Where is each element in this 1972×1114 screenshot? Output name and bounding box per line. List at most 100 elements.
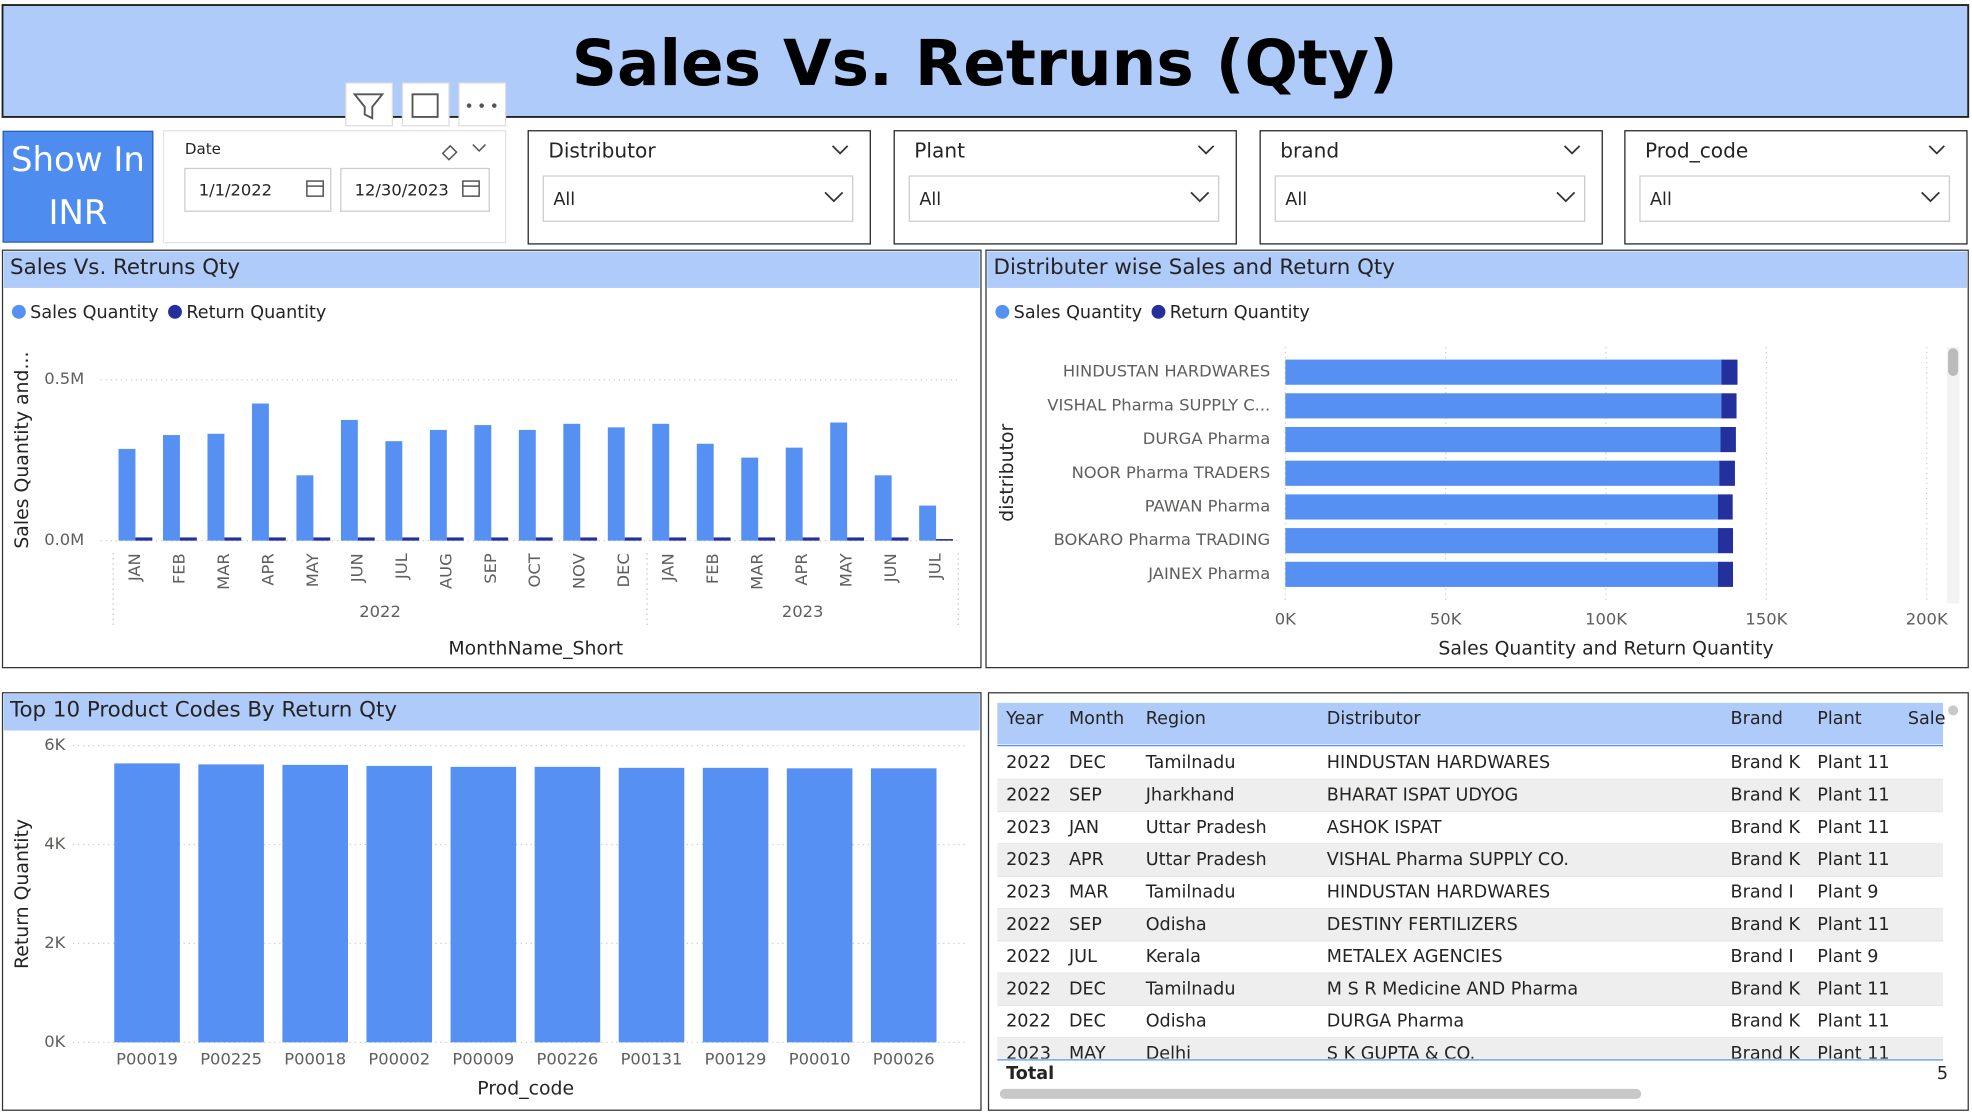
x-tick-label: MAY: [837, 553, 856, 587]
table-cell: Jharkhand: [1145, 786, 1235, 806]
dropdown-box[interactable]: [1639, 175, 1950, 222]
table-cell: Brand I: [1731, 947, 1794, 967]
x-tick-label: FEB: [703, 553, 722, 584]
bar: [563, 423, 581, 541]
row-band: [997, 973, 1944, 1006]
legend-label: Sales Quantity: [30, 303, 158, 323]
column-header[interactable]: Distributor: [1327, 709, 1422, 729]
column-header[interactable]: Brand: [1731, 709, 1783, 729]
table-cell: Brand K: [1731, 1044, 1801, 1064]
dropdown-box[interactable]: [542, 175, 854, 222]
table-cell: Plant 11: [1817, 818, 1889, 838]
y-axis-title: Return Quantity: [11, 819, 33, 969]
bar: [198, 764, 264, 1043]
y-tick-label: DURGA Pharma: [1143, 429, 1270, 448]
bar: [624, 537, 642, 541]
table-cell: DESTINY FERTILIZERS: [1327, 915, 1518, 935]
bar: [702, 767, 769, 1043]
y-tick-label: 0.5M: [44, 369, 84, 388]
table-cell: BHARAT ISPAT UDYOG: [1327, 786, 1518, 806]
chevron: [1197, 145, 1215, 155]
x-group-label: 2022: [359, 602, 401, 621]
bar: [874, 475, 892, 541]
x-tick-label: MAR: [214, 553, 233, 590]
table-cell: Kerala: [1146, 947, 1201, 967]
table-cell: 2023: [1006, 818, 1051, 838]
bar: [446, 537, 464, 541]
bar: [1285, 561, 1718, 587]
table-cell: Brand K: [1731, 1012, 1801, 1032]
scrollbar-thumb[interactable]: [1948, 348, 1959, 376]
date-label: Date: [185, 140, 221, 158]
chart-title: Distributer wise Sales and Return Qty: [994, 255, 1395, 280]
table-cell: DEC: [1069, 1012, 1106, 1032]
table-cell: Uttar Pradesh: [1146, 818, 1267, 838]
row-band: [997, 779, 1944, 812]
x-tick-label: P00002: [368, 1049, 430, 1068]
table-cell: Brand K: [1731, 850, 1801, 870]
table-cell: SEP: [1069, 786, 1102, 806]
bar: [114, 763, 180, 1043]
bar: [1717, 561, 1734, 587]
total-label: Total: [1006, 1064, 1054, 1084]
bar: [607, 427, 625, 541]
column-header[interactable]: Year: [1005, 709, 1044, 729]
bar: [534, 766, 601, 1043]
bar: [1717, 528, 1734, 554]
y-tick-label: 0K: [44, 1032, 66, 1051]
table-cell: MAY: [1069, 1044, 1106, 1064]
table-cell: Brand I: [1731, 882, 1794, 902]
dropdown-box[interactable]: [908, 175, 1220, 222]
slicer-title: brand: [1280, 139, 1339, 163]
table-cell: APR: [1069, 850, 1104, 870]
dropdown-value: All: [1285, 190, 1307, 210]
bar: [652, 423, 670, 541]
table-cell: DURGA Pharma: [1327, 1012, 1464, 1032]
show-in-inr-button[interactable]: Show In INR: [2, 130, 154, 243]
bar: [891, 537, 909, 541]
x-tick-label: 0K: [1275, 609, 1297, 628]
h-scrollbar[interactable]: [999, 1088, 1642, 1099]
x-tick-label: JAN: [659, 553, 678, 582]
row-band: [997, 1037, 1944, 1059]
column-header[interactable]: Plant: [1817, 709, 1861, 729]
table-header-bar: [997, 702, 1944, 745]
table-cell: 2023: [1006, 882, 1051, 902]
column-header[interactable]: Region: [1146, 709, 1206, 729]
dropdown-box[interactable]: [1274, 175, 1586, 222]
legend-label: Sales Quantity: [1014, 303, 1142, 323]
bar: [1285, 426, 1721, 453]
row-band: [997, 844, 1944, 877]
chart-title-bar: [987, 251, 1967, 288]
bar: [340, 419, 358, 541]
y-tick-label: VISHAL Pharma SUPPLY C...: [1047, 395, 1270, 414]
bar: [786, 768, 853, 1043]
table-cell: 2022: [1006, 915, 1051, 935]
v-scrollbar[interactable]: [1948, 705, 1959, 716]
column-header[interactable]: Month: [1069, 709, 1124, 729]
bar: [313, 537, 331, 541]
table-cell: SEP: [1069, 915, 1102, 935]
table-cell: DEC: [1069, 979, 1106, 999]
y-tick-label: PAWAN Pharma: [1145, 496, 1270, 515]
table-cell: Plant 11: [1817, 1044, 1889, 1064]
x-tick-label: P00026: [873, 1049, 935, 1068]
table-cell: 2022: [1006, 1012, 1051, 1032]
table-cell: HINDUSTAN HARDWARES: [1327, 753, 1550, 773]
x-tick-label: 200K: [1906, 609, 1949, 628]
column-header[interactable]: Sale: [1908, 709, 1946, 729]
row-band: [997, 908, 1944, 941]
bar: [474, 425, 492, 541]
x-axis-title: Sales Quantity and Return Quantity: [1438, 637, 1773, 659]
x-tick-label: OCT: [525, 552, 544, 587]
table-cell: Odisha: [1146, 915, 1207, 935]
table-cell: MAR: [1069, 882, 1108, 902]
chevron: [1190, 191, 1210, 203]
table-cell: Plant 11: [1817, 850, 1889, 870]
slicer-icons: [306, 144, 486, 197]
date-end: 12/30/2023: [355, 181, 449, 200]
x-tick-label: JUN: [881, 553, 900, 583]
date-end-box[interactable]: [340, 167, 490, 212]
